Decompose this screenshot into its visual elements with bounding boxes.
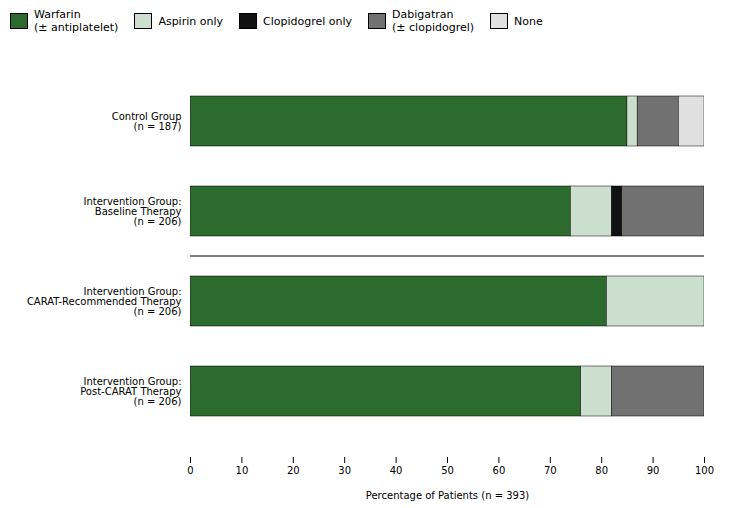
svg-text:40: 40 — [390, 465, 403, 476]
svg-text:Percentage of Patients (n = 39: Percentage of Patients (n = 393) — [366, 490, 530, 501]
svg-text:60: 60 — [493, 465, 506, 476]
svg-text:Intervention Group:Baseline Th: Intervention Group:Baseline Therapy(n = … — [83, 196, 181, 227]
svg-text:20: 20 — [287, 465, 300, 476]
svg-text:70: 70 — [544, 465, 557, 476]
svg-text:50: 50 — [441, 465, 454, 476]
svg-text:80: 80 — [595, 465, 608, 476]
svg-text:0: 0 — [187, 465, 193, 476]
svg-text:Intervention Group:Post-CARAT: Intervention Group:Post-CARAT Therapy(n … — [80, 376, 181, 407]
html-text:Aspirin only: Aspirin only — [158, 14, 223, 28]
svg-text:Intervention Group:CARAT-Recom: Intervention Group:CARAT-Recommended The… — [27, 286, 182, 317]
svg-text:90: 90 — [647, 465, 660, 476]
svg-text:100: 100 — [695, 465, 714, 476]
svg-text:30: 30 — [338, 465, 351, 476]
html-text:None: None — [514, 14, 543, 28]
html-text:Dabigatran (± clopidogrel): Dabigatran (± clopidogrel) — [392, 8, 474, 35]
svg-text:10: 10 — [236, 465, 249, 476]
svg-text:Control Group(n = 187): Control Group(n = 187) — [112, 111, 182, 132]
html-text:Clopidogrel only: Clopidogrel only — [263, 14, 353, 28]
html-text:Warfarin (± antiplatelet): Warfarin (± antiplatelet) — [34, 8, 119, 35]
